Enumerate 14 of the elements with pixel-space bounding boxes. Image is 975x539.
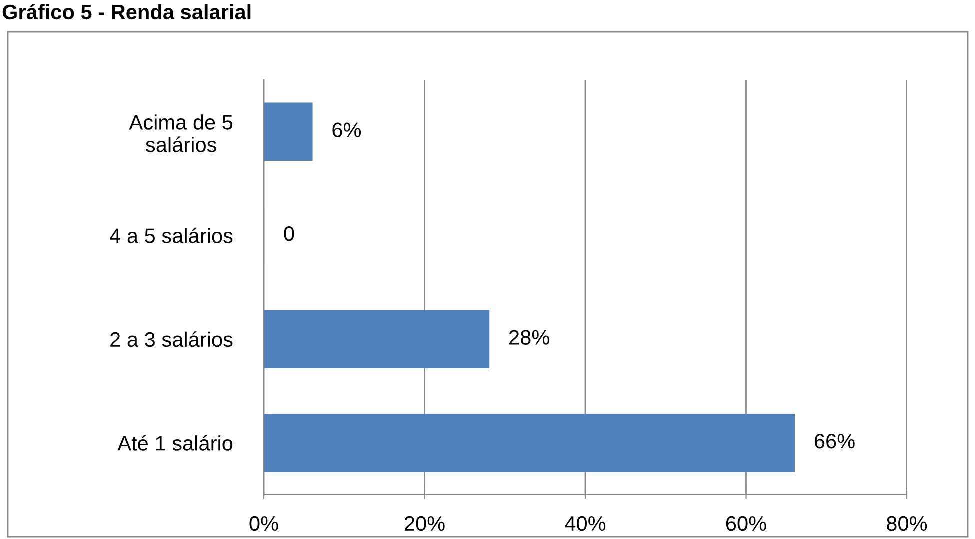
data-label: 28% [510,330,550,345]
data-label: 66% [814,434,855,449]
x-tick-label: 60% [726,516,766,532]
y-tick-label: Acima de 5 salários [129,114,233,152]
x-tick-label: 40% [565,516,606,532]
y-tick-label: Até 1 salário [118,435,233,451]
data-label: 0 [284,226,294,242]
data-label: 6% [332,122,362,138]
y-tick-label: 2 a 3 salários [110,332,233,348]
x-tick-label: 20% [404,516,445,532]
chart-title: Gráfico 5 - Renda salarial [2,4,251,20]
x-tick-label: 80% [887,516,928,532]
y-tick-label: 4 a 5 salários [110,228,233,244]
x-tick-label: 0% [250,516,278,532]
